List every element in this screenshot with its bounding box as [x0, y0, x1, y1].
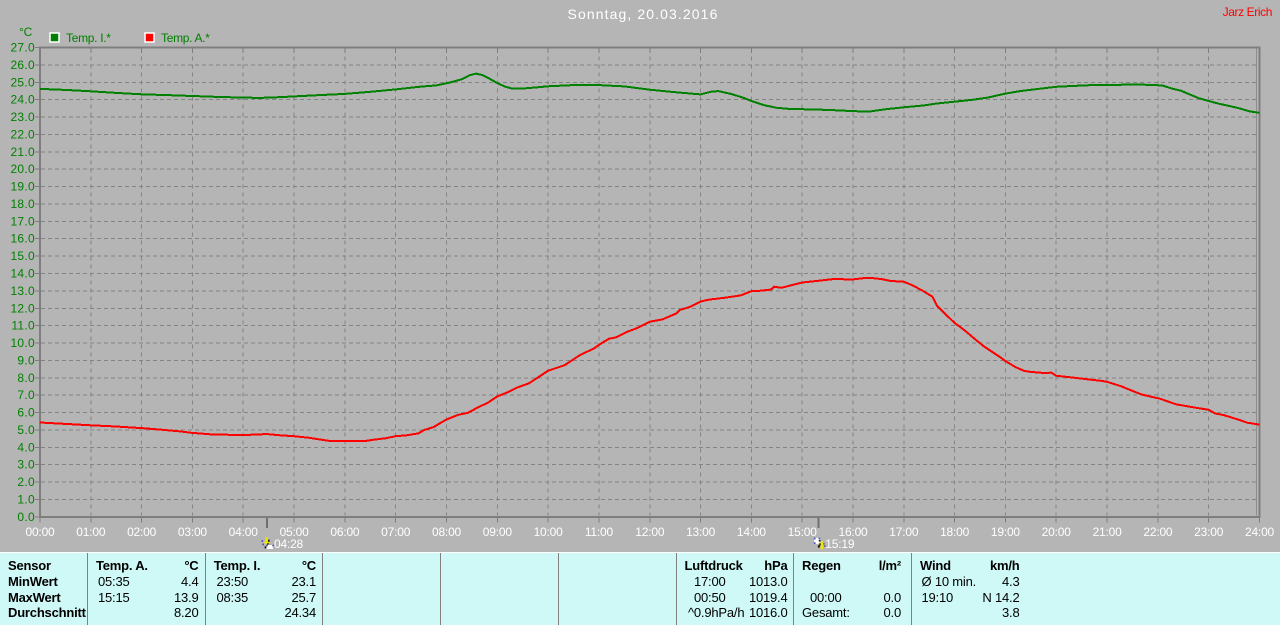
- svg-text:0.0: 0.0: [17, 510, 35, 524]
- svg-text:20.0: 20.0: [10, 162, 35, 176]
- svg-text:02:00: 02:00: [127, 525, 157, 539]
- svg-text:04:28: 04:28: [274, 537, 304, 551]
- svg-text:3.0: 3.0: [17, 458, 35, 472]
- svg-text:12.0: 12.0: [10, 301, 35, 315]
- svg-text:10.0: 10.0: [10, 336, 35, 350]
- svg-text:Sonntag, 20.03.2016: Sonntag, 20.03.2016: [568, 6, 719, 22]
- svg-text:14.0: 14.0: [10, 267, 35, 281]
- svg-text:5.0: 5.0: [17, 423, 35, 437]
- svg-text:16:00: 16:00: [838, 525, 868, 539]
- svg-text:7.0: 7.0: [17, 388, 35, 402]
- svg-text:15:19: 15:19: [825, 537, 855, 551]
- svg-text:15.0: 15.0: [10, 249, 35, 263]
- svg-text:°C: °C: [19, 25, 33, 39]
- svg-text:14:00: 14:00: [737, 525, 767, 539]
- svg-text:26.0: 26.0: [10, 58, 35, 72]
- svg-text:13:00: 13:00: [686, 525, 716, 539]
- svg-text:05:00: 05:00: [280, 525, 310, 539]
- svg-text:24.0: 24.0: [10, 93, 35, 107]
- svg-text:Temp. A.*: Temp. A.*: [161, 31, 210, 45]
- svg-text:19.0: 19.0: [10, 180, 35, 194]
- svg-text:15:00: 15:00: [788, 525, 818, 539]
- svg-text:19:00: 19:00: [991, 525, 1021, 539]
- svg-text:Temp. I.*: Temp. I.*: [66, 31, 111, 45]
- svg-text:17.0: 17.0: [10, 214, 35, 228]
- svg-text:4.0: 4.0: [17, 440, 35, 454]
- svg-text:27.0: 27.0: [10, 41, 35, 55]
- svg-text:23:00: 23:00: [1194, 525, 1224, 539]
- svg-text:08:00: 08:00: [432, 525, 462, 539]
- svg-text:Jarz Erich: Jarz Erich: [1223, 5, 1272, 19]
- svg-text:18:00: 18:00: [940, 525, 970, 539]
- svg-text:1.0: 1.0: [17, 493, 35, 507]
- svg-text:12:00: 12:00: [635, 525, 665, 539]
- svg-text:25.0: 25.0: [10, 75, 35, 89]
- svg-text:22.0: 22.0: [10, 127, 35, 141]
- svg-text:10:00: 10:00: [534, 525, 564, 539]
- svg-text:11.0: 11.0: [11, 319, 35, 333]
- svg-text:21:00: 21:00: [1093, 525, 1123, 539]
- svg-text:23.0: 23.0: [10, 110, 35, 124]
- svg-text:00:00: 00:00: [25, 525, 55, 539]
- svg-text:2.0: 2.0: [17, 475, 35, 489]
- svg-text:16.0: 16.0: [10, 232, 35, 246]
- svg-text:18.0: 18.0: [10, 197, 35, 211]
- svg-text:01:00: 01:00: [76, 525, 106, 539]
- svg-text:04:00: 04:00: [229, 525, 259, 539]
- svg-text:24:00: 24:00: [1245, 525, 1275, 539]
- svg-text:17:00: 17:00: [889, 525, 919, 539]
- svg-text:8.0: 8.0: [17, 371, 35, 385]
- svg-text:03:00: 03:00: [178, 525, 208, 539]
- svg-text:09:00: 09:00: [483, 525, 513, 539]
- svg-text:22:00: 22:00: [1143, 525, 1173, 539]
- svg-text:21.0: 21.0: [10, 145, 35, 159]
- svg-text:9.0: 9.0: [17, 353, 35, 367]
- svg-text:11:00: 11:00: [585, 525, 614, 539]
- svg-text:20:00: 20:00: [1042, 525, 1072, 539]
- svg-text:07:00: 07:00: [381, 525, 411, 539]
- svg-text:6.0: 6.0: [17, 406, 35, 420]
- svg-text:06:00: 06:00: [330, 525, 360, 539]
- svg-text:13.0: 13.0: [10, 284, 35, 298]
